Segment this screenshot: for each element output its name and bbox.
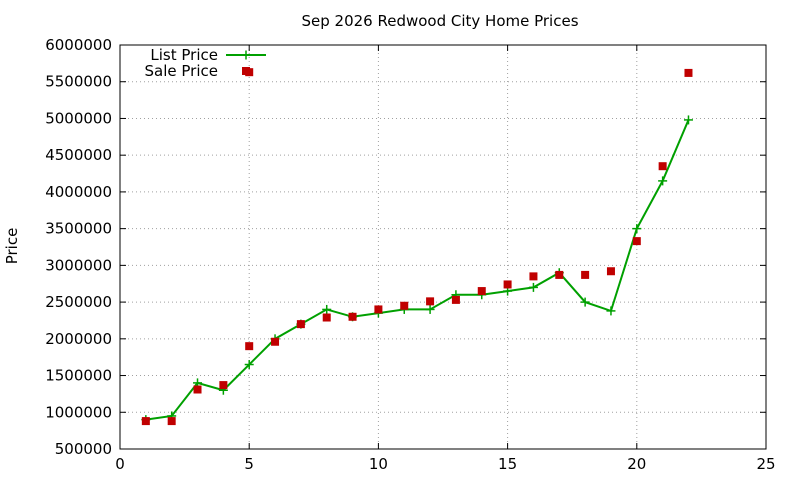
list-price-point [658,176,668,186]
list-price-line [145,119,690,421]
grid [120,45,766,449]
sale-price-point [451,295,460,304]
sale-price-point [271,337,280,346]
sale-price-point [167,417,176,426]
sale-price-point [348,312,357,321]
y-tick-label: 5500000 [45,73,112,91]
list-price-point [683,115,693,125]
sale-price-point [141,417,150,426]
chart-title: Sep 2026 Redwood City Home Prices [301,12,578,30]
sale-price-point [296,320,305,329]
x-tick-label: 10 [369,455,388,473]
list-price-point [606,306,616,316]
sale-price-point [477,287,486,296]
y-tick-label: 2000000 [45,330,112,348]
plot-frame [119,44,767,450]
y-tick-label: 5000000 [45,109,112,127]
list-price-point [580,297,590,307]
series [141,68,693,426]
list-price-point [322,304,332,314]
sale-price-point [400,301,409,310]
sale-price-point [322,313,331,322]
sale-price-point [658,162,667,171]
y-tick-label: 2500000 [45,293,112,311]
y-tick-label: 3500000 [45,220,112,238]
legend-label: List Price [150,46,218,64]
sale-price-point [503,280,512,289]
sale-price-point [219,381,228,390]
list-price-point [632,224,642,234]
list-price-point [528,282,538,292]
list-price-point [241,50,251,60]
sale-price-point [581,270,590,279]
y-tick-label: 1500000 [45,367,112,385]
series-sale-price [141,68,693,426]
sale-price-point [632,237,641,246]
sale-price-point [529,272,538,281]
sale-price-point [374,305,383,314]
sale-price-point [245,342,254,351]
legend-square-swatch [242,67,250,75]
sale-price-point [193,385,202,394]
y-tick-label: 500000 [55,440,112,458]
y-tick-label: 3000000 [45,256,112,274]
sale-price-point [426,297,435,306]
y-axis-label: Price [3,228,21,265]
y-tick-label: 4000000 [45,183,112,201]
y-tick-label: 1000000 [45,403,112,421]
list-price-point [244,360,254,370]
sale-price-point [606,267,615,276]
ticks: 500000 1000000 1500000 2000000 2500000 300000… [45,36,775,473]
sale-price-point [684,68,693,77]
legend-label: Sale Price [145,62,218,80]
sale-price-point [555,270,564,279]
x-tick-label: 0 [115,455,125,473]
x-tick-label: 15 [498,455,517,473]
y-tick-label: 4500000 [45,146,112,164]
x-tick-label: 5 [244,455,254,473]
list-price-point [425,304,435,314]
x-tick-label: 25 [756,455,775,473]
y-tick-label: 6000000 [45,36,112,54]
x-tick-label: 20 [627,455,646,473]
